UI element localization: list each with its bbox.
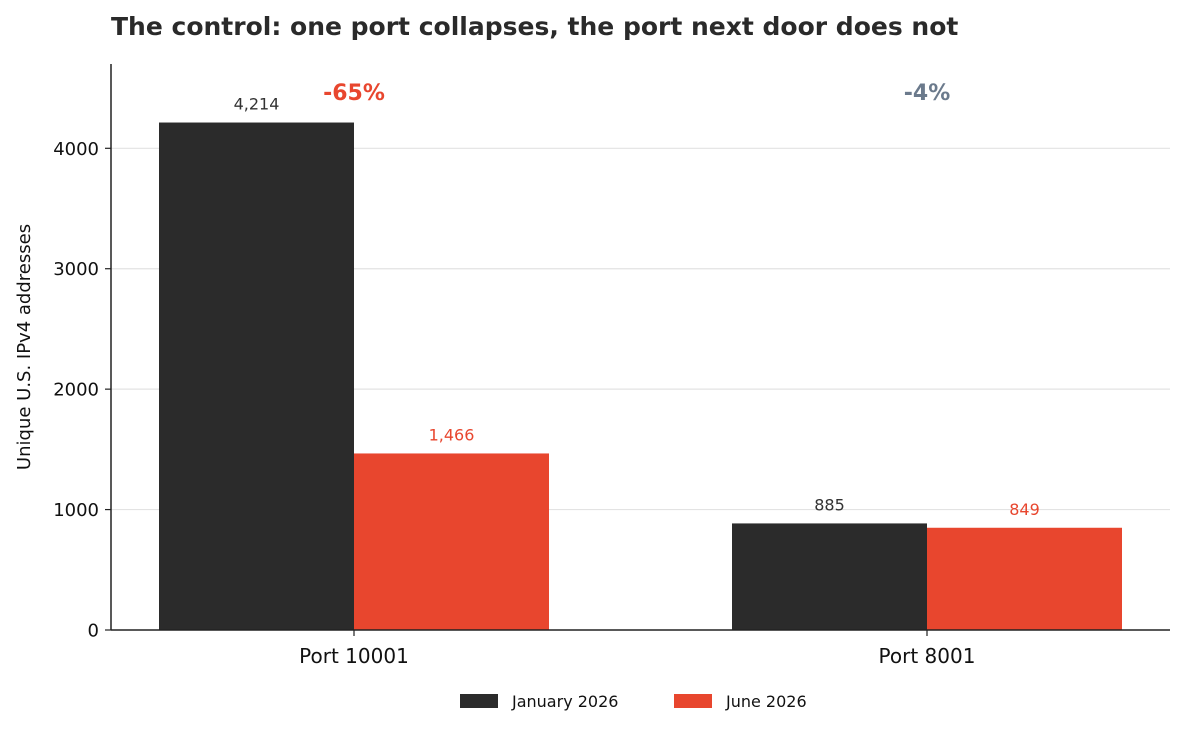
- bar-june-0: [354, 453, 549, 630]
- percent-change-label: -4%: [904, 81, 950, 106]
- bar-january-0: [159, 122, 354, 631]
- y-tick-label: 2000: [53, 380, 99, 401]
- legend-label: January 2026: [511, 692, 618, 711]
- legend: January 2026 June 2026: [460, 692, 807, 711]
- bar-value-label: 4,214: [234, 95, 280, 114]
- x-category-label: Port 8001: [879, 644, 976, 668]
- y-axis-title: Unique U.S. IPv4 addresses: [14, 224, 35, 470]
- axes: 0 1000 2000 3000 4000 Port 10001 Port 8001: [53, 64, 1170, 668]
- y-tick-label: 1000: [53, 500, 99, 521]
- percent-change-label: -65%: [323, 81, 385, 106]
- y-tick-label: 3000: [53, 259, 99, 280]
- y-tick-label: 0: [88, 621, 99, 642]
- bar-value-label: 1,466: [429, 425, 475, 444]
- bar-june-1: [927, 527, 1122, 630]
- legend-label: June 2026: [725, 692, 807, 711]
- y-tick-label: 4000: [53, 139, 99, 160]
- bar-value-label: 849: [1009, 500, 1040, 519]
- bars: [159, 122, 1122, 631]
- bar-january-1: [732, 523, 927, 630]
- bar-value-label: 885: [814, 495, 845, 514]
- legend-swatch: [674, 694, 712, 708]
- data-labels: 4,214 885 1,466 849 -65% -4%: [234, 81, 1040, 519]
- legend-swatch: [460, 694, 498, 708]
- x-category-label: Port 10001: [299, 644, 409, 668]
- chart-title: The control: one port collapses, the por…: [111, 12, 958, 41]
